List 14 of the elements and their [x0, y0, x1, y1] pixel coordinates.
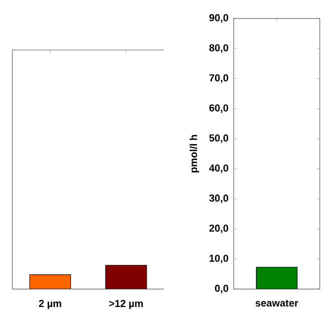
x-tick-label: seawater [256, 300, 298, 307]
y-tick-label: 90,0 [209, 14, 228, 23]
y-tick-label: 20,0 [209, 224, 228, 234]
y-tick-label: 50,0 [209, 134, 228, 144]
y-tick-label: 60,0 [209, 104, 228, 113]
y-axis-title: pmol/l h [190, 135, 200, 172]
y-tick-label: 80,0 [209, 44, 228, 53]
y-tick-label: 10,0 [210, 254, 228, 264]
y-tick-label: 70,0 [209, 74, 228, 83]
y-tick-label: 0,0 [214, 284, 228, 294]
x-tick-label: 2 µm [38, 300, 62, 310]
x-tick-label: >12 µm [109, 300, 143, 310]
y-tick-label: 40,0 [209, 164, 228, 174]
y-tick-label: 30,0 [209, 194, 228, 204]
